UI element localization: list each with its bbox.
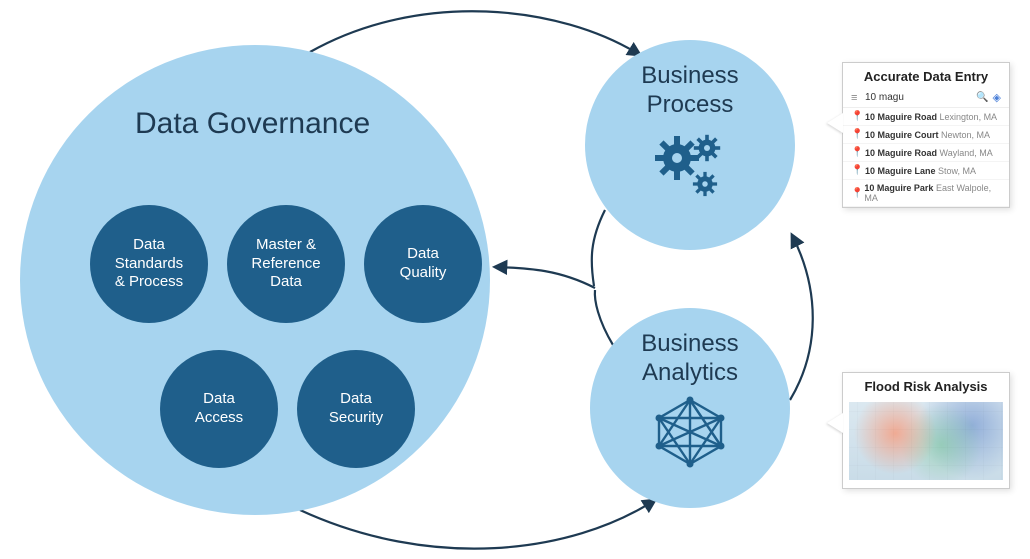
network-hex-icon [651,396,729,468]
suggestion-list: 📍10 Maguire Road Lexington, MA📍10 Maguir… [843,108,1009,207]
suggestion-item: 📍10 Maguire Park East Walpole, MA [843,180,1009,207]
sub-quality: DataQuality [364,205,482,323]
pin-icon: 📍 [851,147,865,158]
edge-analytics-to-process [790,235,813,400]
sub-master-label: Master &ReferenceData [251,236,320,292]
process-title: Business Process [641,62,738,120]
suggestion-item: 📍10 Maguire Lane Stow, MA [843,162,1009,180]
callout-flood: Flood Risk Analysis [842,372,1010,489]
edge-feedback-to-gov [495,267,595,288]
search-icon: 🔍 [976,92,988,103]
sub-standards-label: DataStandards& Process [115,236,183,292]
edge-gov-to-process [310,11,640,55]
suggestion-item: 📍10 Maguire Road Wayland, MA [843,144,1009,162]
sub-security-label: DataSecurity [329,390,383,428]
sub-master: Master &ReferenceData [227,205,345,323]
pin-icon: 📍 [851,165,865,176]
suggestion-item: 📍10 Maguire Court Newton, MA [843,126,1009,144]
sub-access-label: DataAccess [195,390,243,428]
callout-tail-icon [827,113,843,133]
hamburger-icon: ≡ [851,92,865,104]
callout-data-entry-title: Accurate Data Entry [843,63,1009,88]
search-query: 10 magu [865,92,976,103]
sub-standards: DataStandards& Process [90,205,208,323]
suggestion-item: 📍10 Maguire Road Lexington, MA [843,108,1009,126]
governance-circle: Data Governance DataStandards& Process M… [20,45,490,515]
pin-icon: 📍 [851,129,865,140]
pin-icon: 📍 [851,111,865,122]
map-thumbnail [849,402,1003,480]
callout-data-entry: Accurate Data Entry ≡ 10 magu 🔍 ◈ 📍10 Ma… [842,62,1010,208]
sub-quality-label: DataQuality [400,245,447,283]
sub-access: DataAccess [160,350,278,468]
locate-icon: ◈ [993,91,1001,104]
edge-process-down [592,210,605,286]
process-circle: Business Process [585,40,795,250]
analytics-title: Business Analytics [641,330,738,388]
search-bar: ≡ 10 magu 🔍 ◈ [843,88,1009,108]
callout-tail-icon [827,413,843,433]
gears-icon [645,130,735,210]
governance-title: Data Governance [135,107,370,141]
callout-flood-title: Flood Risk Analysis [843,373,1009,398]
edge-gov-to-analytics [300,500,655,549]
edge-analytics-up [595,290,613,345]
analytics-circle: Business Analytics [590,308,790,508]
sub-security: DataSecurity [297,350,415,468]
pin-icon: 📍 [851,188,864,199]
